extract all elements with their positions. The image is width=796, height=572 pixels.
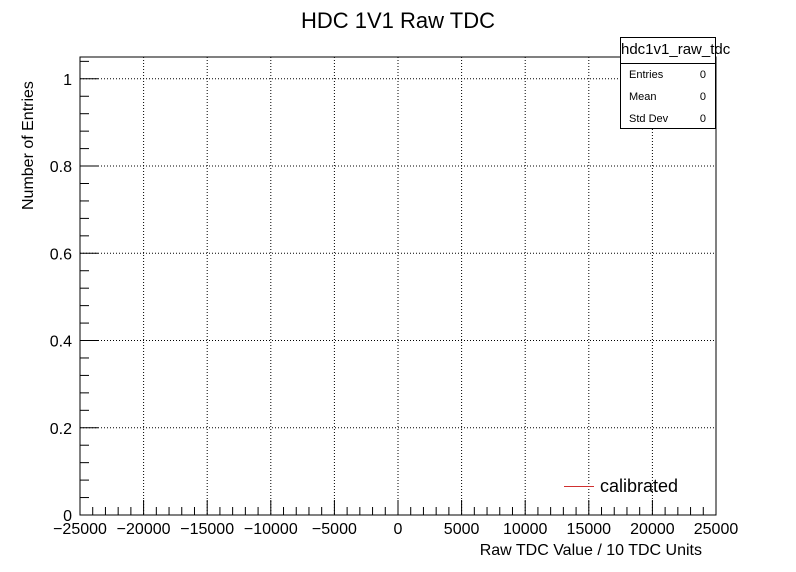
x-tick-label: −10000 [244,521,298,538]
x-axis: −25000 −20000 −15000 −10000 −5000 0 5000 10000 1… [53,500,738,538]
x-tick-label: −5000 [312,521,357,538]
stats-std-dev-label: Std Dev [629,113,669,125]
legend: calibrated [560,474,678,498]
y-tick-label: 0.4 [50,334,72,351]
x-tick-label: 5000 [444,521,480,538]
x-tick-label: 0 [394,521,403,538]
stats-row-mean: Mean 0 [621,86,715,108]
x-tick-label: −25000 [53,521,107,538]
y-tick-label: 0.8 [50,159,72,176]
stats-row-entries: Entries 0 [621,64,715,86]
x-tick-label: −20000 [117,521,171,538]
y-tick-label: 0.2 [50,421,72,438]
x-tick-label: 20000 [630,521,675,538]
stats-std-dev-value: 0 [699,113,706,125]
legend-swatch-calibrated [564,485,594,487]
stats-row-std-dev: Std Dev 0 [621,108,715,130]
x-tick-label: −15000 [180,521,234,538]
chart-title: HDC 1V1 Raw TDC [301,8,495,33]
y-tick-label: 0.6 [50,246,72,263]
x-axis-label: Raw TDC Value / 10 TDC Units [480,542,702,559]
y-axis-label: Number of Entries [20,81,37,210]
x-tick-label: 10000 [503,521,548,538]
y-axis: 0 0.2 0.4 0.6 0.8 1 [50,60,98,525]
x-tick-label: 25000 [694,521,739,538]
grid-lines [80,57,716,515]
legend-label-calibrated: calibrated [600,476,679,496]
stats-entries-label: Entries [629,69,664,81]
y-tick-label: 0 [63,508,72,525]
x-tick-label: 15000 [567,521,612,538]
stats-entries-value: 0 [699,69,706,81]
stats-box: hdc1v1_raw_tdc Entries 0 Mean 0 Std Dev … [620,37,730,130]
stats-box-title: hdc1v1_raw_tdc [621,38,730,64]
stats-mean-value: 0 [699,91,706,103]
stats-mean-label: Mean [629,91,657,103]
y-tick-label: 1 [63,72,72,89]
